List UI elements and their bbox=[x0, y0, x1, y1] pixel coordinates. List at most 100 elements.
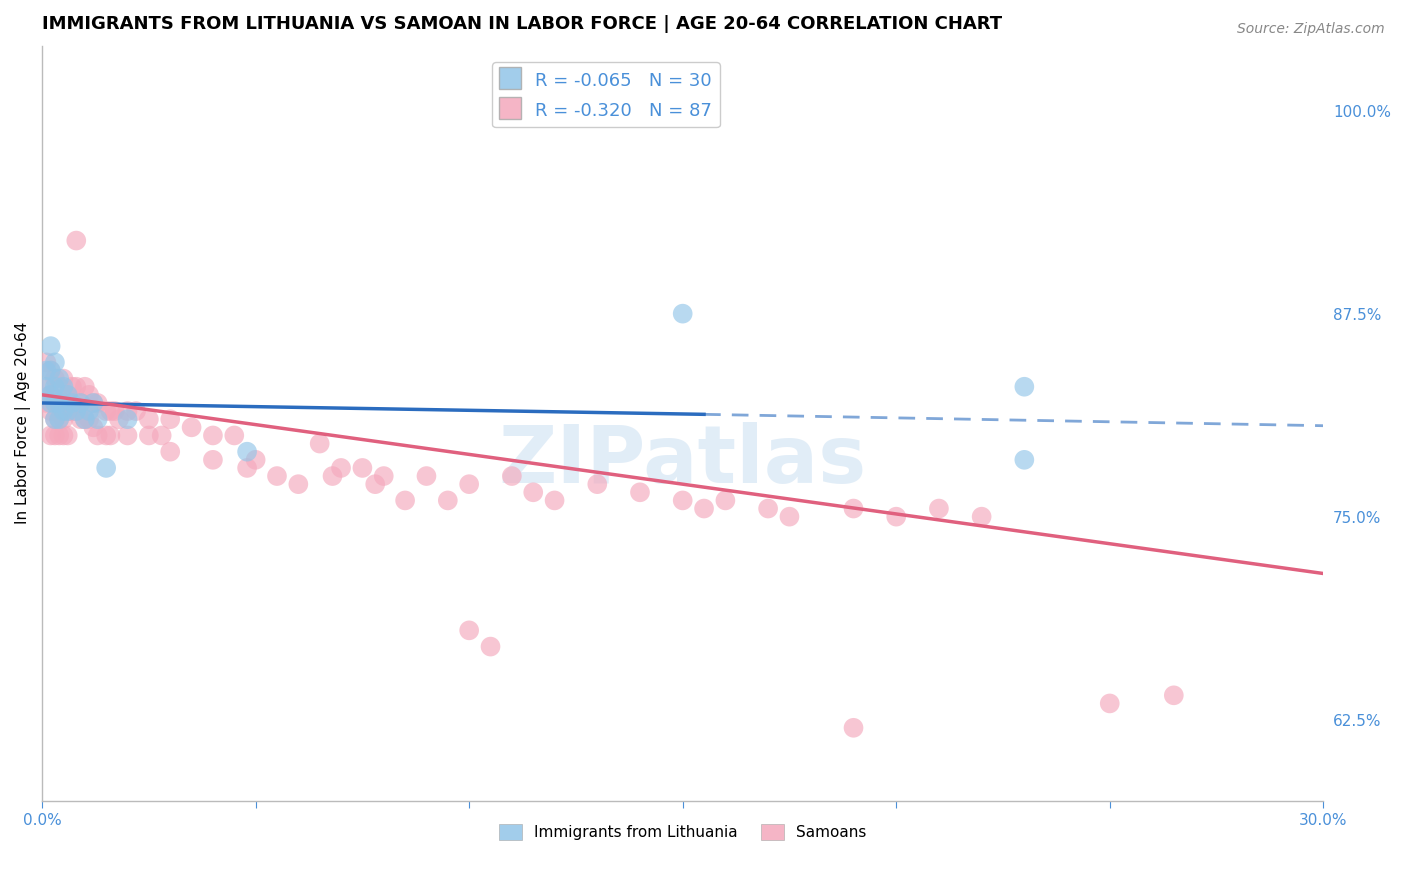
Point bbox=[287, 477, 309, 491]
Point bbox=[86, 428, 108, 442]
Point bbox=[543, 493, 565, 508]
Point bbox=[150, 428, 173, 442]
Point bbox=[330, 461, 353, 475]
Point bbox=[928, 501, 950, 516]
Point bbox=[65, 404, 87, 418]
Point bbox=[48, 396, 70, 410]
Point bbox=[458, 624, 481, 638]
Point bbox=[56, 388, 79, 402]
Point bbox=[522, 485, 544, 500]
Point bbox=[86, 412, 108, 426]
Point bbox=[44, 371, 66, 385]
Point bbox=[756, 501, 779, 516]
Text: IMMIGRANTS FROM LITHUANIA VS SAMOAN IN LABOR FORCE | AGE 20-64 CORRELATION CHART: IMMIGRANTS FROM LITHUANIA VS SAMOAN IN L… bbox=[42, 15, 1002, 33]
Point bbox=[52, 380, 75, 394]
Point bbox=[437, 493, 460, 508]
Point bbox=[236, 461, 259, 475]
Point bbox=[35, 380, 58, 394]
Point bbox=[245, 452, 267, 467]
Point bbox=[77, 404, 100, 418]
Point bbox=[52, 396, 75, 410]
Point bbox=[65, 404, 87, 418]
Point bbox=[100, 428, 122, 442]
Point bbox=[266, 469, 288, 483]
Point bbox=[39, 404, 62, 418]
Point bbox=[884, 509, 907, 524]
Point bbox=[82, 396, 104, 410]
Point bbox=[672, 307, 695, 321]
Point bbox=[82, 396, 104, 410]
Y-axis label: In Labor Force | Age 20-64: In Labor Force | Age 20-64 bbox=[15, 322, 31, 524]
Point bbox=[39, 428, 62, 442]
Point bbox=[48, 371, 70, 385]
Point bbox=[321, 469, 343, 483]
Point bbox=[394, 493, 416, 508]
Point bbox=[69, 396, 91, 410]
Point bbox=[373, 469, 395, 483]
Point bbox=[1014, 452, 1036, 467]
Point bbox=[35, 363, 58, 377]
Point bbox=[842, 501, 865, 516]
Point bbox=[1014, 380, 1036, 394]
Point bbox=[96, 404, 118, 418]
Legend: Immigrants from Lithuania, Samoans: Immigrants from Lithuania, Samoans bbox=[494, 818, 872, 847]
Point bbox=[52, 428, 75, 442]
Point bbox=[39, 363, 62, 377]
Point bbox=[117, 412, 139, 426]
Point bbox=[714, 493, 737, 508]
Point bbox=[44, 428, 66, 442]
Point bbox=[73, 380, 96, 394]
Point bbox=[201, 452, 224, 467]
Point bbox=[1163, 688, 1185, 702]
Point bbox=[308, 436, 330, 450]
Point bbox=[159, 412, 181, 426]
Point bbox=[44, 396, 66, 410]
Point bbox=[672, 493, 695, 508]
Point bbox=[44, 412, 66, 426]
Point bbox=[69, 412, 91, 426]
Point bbox=[224, 428, 246, 442]
Point bbox=[39, 363, 62, 377]
Point bbox=[56, 388, 79, 402]
Point bbox=[415, 469, 437, 483]
Point bbox=[628, 485, 651, 500]
Point bbox=[52, 371, 75, 385]
Point bbox=[104, 404, 127, 418]
Point bbox=[501, 469, 523, 483]
Point bbox=[65, 380, 87, 394]
Point bbox=[86, 396, 108, 410]
Point bbox=[108, 412, 131, 426]
Point bbox=[73, 412, 96, 426]
Point bbox=[48, 396, 70, 410]
Point bbox=[159, 444, 181, 458]
Point bbox=[60, 380, 83, 394]
Point bbox=[970, 509, 993, 524]
Point bbox=[60, 404, 83, 418]
Point bbox=[117, 404, 139, 418]
Point bbox=[479, 640, 502, 654]
Point bbox=[77, 388, 100, 402]
Point bbox=[48, 380, 70, 394]
Point bbox=[77, 412, 100, 426]
Point bbox=[586, 477, 609, 491]
Point bbox=[125, 404, 148, 418]
Point bbox=[117, 428, 139, 442]
Point bbox=[778, 509, 800, 524]
Text: Source: ZipAtlas.com: Source: ZipAtlas.com bbox=[1237, 22, 1385, 37]
Point bbox=[35, 380, 58, 394]
Point bbox=[44, 355, 66, 369]
Point bbox=[180, 420, 202, 434]
Point bbox=[65, 234, 87, 248]
Point bbox=[458, 477, 481, 491]
Point bbox=[56, 428, 79, 442]
Point bbox=[48, 412, 70, 426]
Point bbox=[73, 412, 96, 426]
Point bbox=[236, 444, 259, 458]
Point bbox=[352, 461, 374, 475]
Point bbox=[48, 428, 70, 442]
Point bbox=[39, 388, 62, 402]
Point bbox=[842, 721, 865, 735]
Point bbox=[44, 380, 66, 394]
Point bbox=[364, 477, 387, 491]
Point bbox=[693, 501, 716, 516]
